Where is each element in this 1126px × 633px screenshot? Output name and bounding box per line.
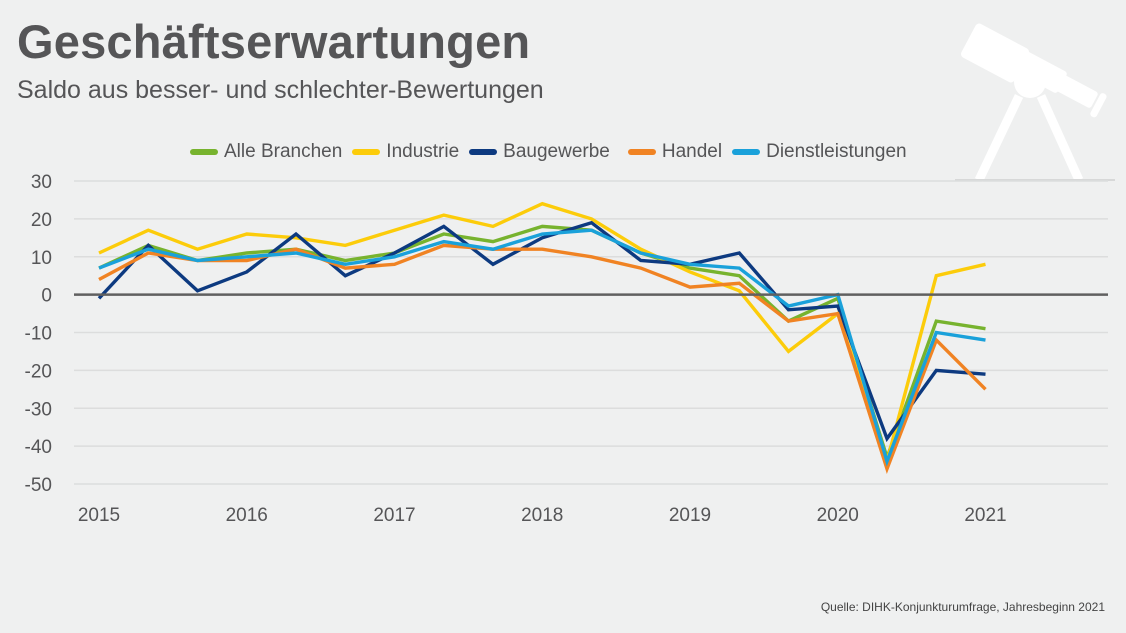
chart-subtitle: Saldo aus besser- und schlechter-Bewertu… xyxy=(17,76,544,104)
x-tick-label: 2016 xyxy=(226,505,268,526)
legend-item: Alle Branchen xyxy=(190,141,342,163)
y-tick-label: 20 xyxy=(31,210,52,231)
legend-item: Handel xyxy=(627,141,723,163)
legend-swatch xyxy=(352,149,381,155)
y-tick-label: -20 xyxy=(25,361,52,382)
legend-label: Industrie xyxy=(386,141,460,162)
legend-label: Handel xyxy=(661,141,723,162)
series-line-handel xyxy=(98,243,987,474)
chart-legend: Alle Branchen Industrie Baugewerbe Handel Di… xyxy=(190,141,907,163)
y-tick-label: -40 xyxy=(25,437,52,458)
legend-label: Dienstleistungen xyxy=(766,141,907,162)
legend-label: Baugewerbe xyxy=(503,141,610,162)
legend-swatch xyxy=(190,149,218,155)
x-tick-label: 2021 xyxy=(964,505,1006,526)
source-note: Quelle: DIHK-Konjunkturumfrage, Jahresbe… xyxy=(820,600,1105,614)
y-tick-label: 30 xyxy=(31,172,52,193)
legend-item: Industrie xyxy=(352,141,459,163)
x-tick-label: 2015 xyxy=(78,505,120,526)
legend-item: Baugewerbe xyxy=(469,141,610,163)
legend-swatch xyxy=(469,149,498,155)
x-tick-label: 2019 xyxy=(669,505,711,526)
y-tick-label: -50 xyxy=(25,475,52,496)
legend-swatch xyxy=(627,149,656,155)
legend-swatch xyxy=(732,149,761,155)
y-tick-label: -30 xyxy=(25,399,52,420)
y-tick-label: -10 xyxy=(25,324,52,345)
y-tick-label: 0 xyxy=(41,286,52,307)
legend-item: Dienstleistungen xyxy=(732,141,907,163)
series-line-dienstleistungen xyxy=(98,228,986,467)
x-tick-label: 2018 xyxy=(521,505,563,526)
legend-label: Alle Branchen xyxy=(224,141,343,162)
y-tick-label: 10 xyxy=(31,248,52,269)
x-tick-label: 2020 xyxy=(817,505,859,526)
x-tick-label: 2017 xyxy=(373,505,415,526)
chart-title: Geschäftserwartungen xyxy=(17,15,531,68)
telescope-icon xyxy=(955,23,1115,182)
series-line-baugewerbe xyxy=(97,220,986,443)
